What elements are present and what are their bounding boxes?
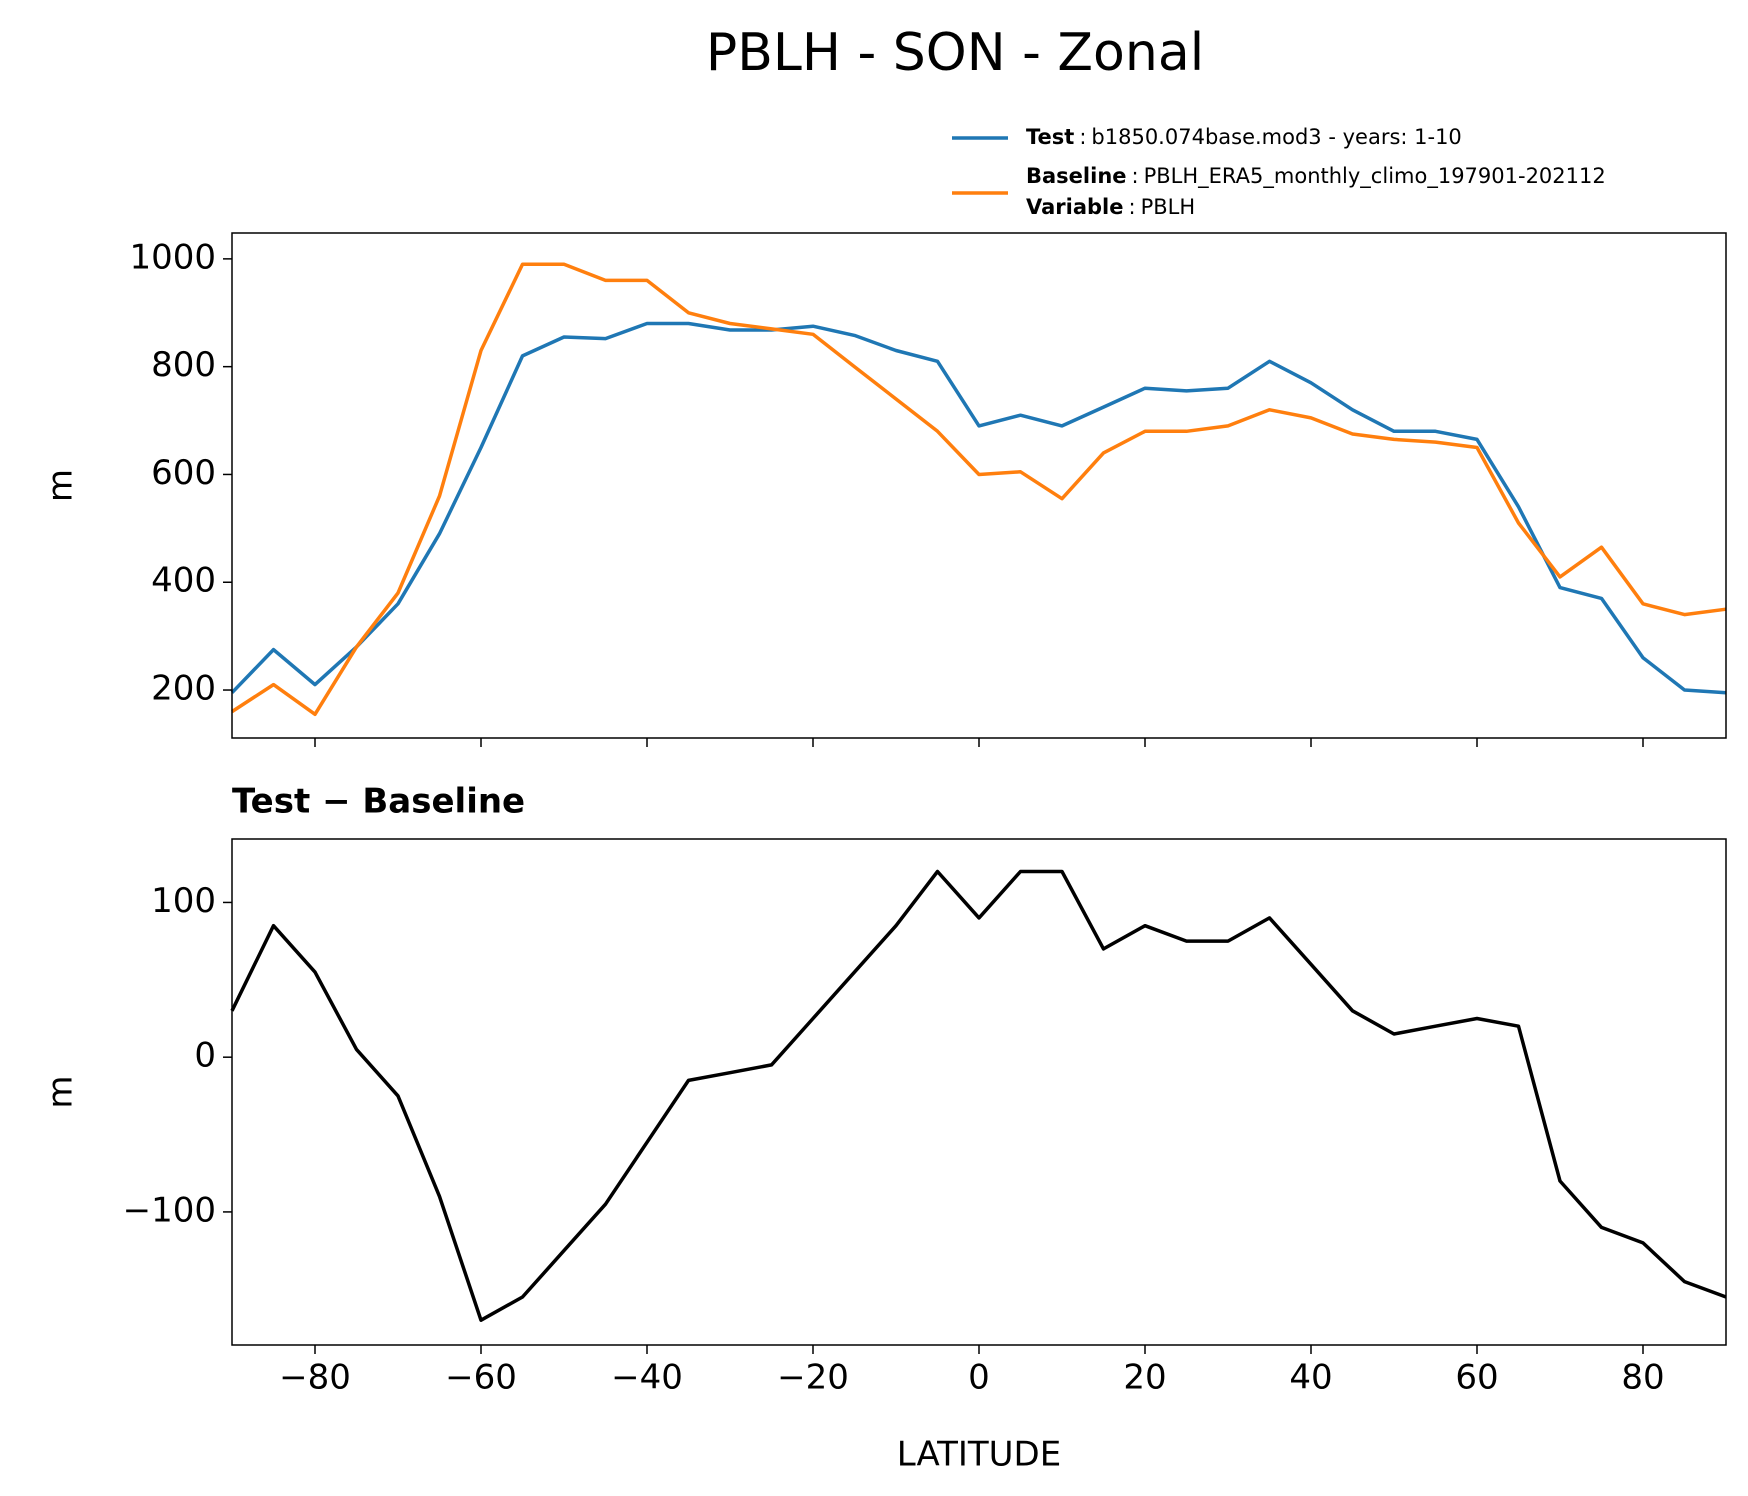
- legend-entry: Variable: PBLH: [1026, 195, 1195, 219]
- y-tick-label: 200: [151, 669, 216, 709]
- x-tick-label: −60: [445, 1358, 517, 1398]
- legend-name: Variable: [1026, 195, 1123, 219]
- y-tick-label: 100: [151, 881, 216, 921]
- x-tick-label: −80: [279, 1358, 351, 1398]
- y-axis-label: m: [41, 1075, 81, 1108]
- y-tick-label: 0: [194, 1036, 216, 1076]
- x-axis-label: LATITUDE: [897, 1435, 1061, 1475]
- legend-entry: Test: b1850.074base.mod3 - years: 1-10: [1026, 125, 1462, 149]
- legend-name: Baseline: [1026, 164, 1127, 188]
- legend-name: Test: [1026, 125, 1074, 149]
- x-tick-label: −20: [777, 1358, 849, 1398]
- x-tick-label: 0: [968, 1358, 990, 1398]
- series-line: [231, 262, 1727, 717]
- legend-separator: :: [1128, 195, 1135, 219]
- x-tick-label: −40: [611, 1358, 683, 1398]
- plot-frame: [231, 838, 1727, 1346]
- legend-separator: :: [1132, 164, 1139, 188]
- x-tick-label: 40: [1289, 1358, 1332, 1398]
- y-tick-label: 400: [151, 561, 216, 601]
- plot-frame: [231, 232, 1727, 739]
- figure-title: PBLH - SON - Zonal: [706, 23, 1204, 83]
- subplot-title: Test − Baseline: [232, 782, 525, 822]
- x-tick-label: 20: [1123, 1358, 1166, 1398]
- y-tick-label: 600: [151, 453, 216, 493]
- series-line: [230, 321, 1727, 695]
- legend-label: b1850.074base.mod3 - years: 1-10: [1091, 125, 1461, 149]
- x-tick-label: 60: [1455, 1358, 1498, 1398]
- legend-label: PBLH: [1141, 195, 1196, 219]
- y-axis-label: m: [41, 469, 81, 502]
- y-tick-label: 800: [151, 345, 216, 385]
- legend-entry: Baseline: PBLH_ERA5_monthly_climo_197901-…: [1026, 164, 1606, 189]
- legend-separator: :: [1079, 125, 1086, 149]
- y-tick-label: −100: [123, 1190, 216, 1230]
- series-line: [230, 869, 1727, 1322]
- y-tick-label: 1000: [129, 237, 216, 277]
- legend-label: PBLH_ERA5_monthly_climo_197901-202112: [1144, 164, 1606, 189]
- x-tick-label: 80: [1621, 1358, 1664, 1398]
